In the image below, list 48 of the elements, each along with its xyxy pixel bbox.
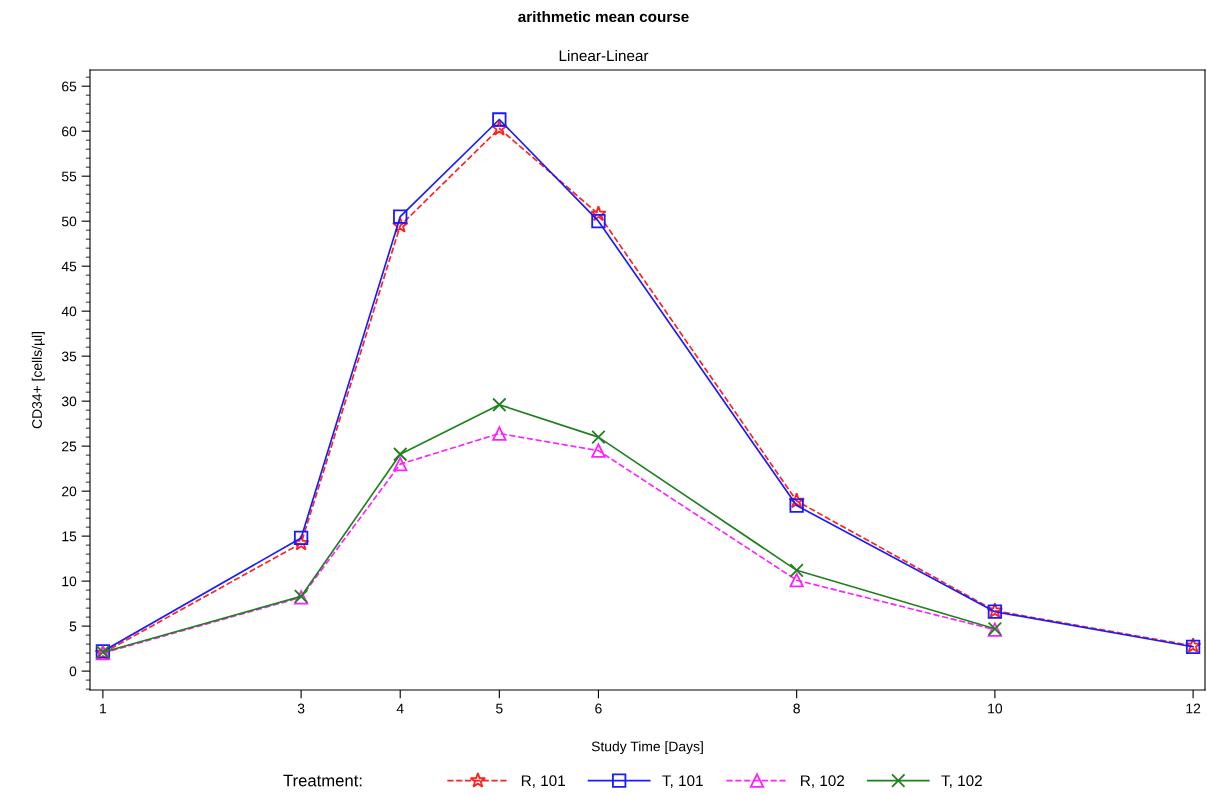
x-tick-label: 4 [396, 703, 404, 714]
point [789, 563, 804, 578]
x-tick-label: 12 [1186, 703, 1201, 714]
x-tick-label: 10 [988, 703, 1003, 714]
legend-label: R, 102 [801, 775, 845, 788]
point [492, 112, 507, 127]
y-tick-label: 35 [61, 351, 77, 362]
point [492, 397, 507, 412]
y-tick-label: 50 [61, 216, 77, 227]
point [492, 426, 507, 441]
x-tick-label: 3 [297, 703, 305, 714]
y-tick-label: 45 [61, 261, 77, 272]
y-tick-label: 65 [62, 81, 77, 92]
y-tick-label: 0 [69, 666, 77, 677]
y-tick-label: 25 [62, 441, 77, 452]
y-tick-label: 15 [62, 531, 77, 542]
point [788, 492, 805, 509]
x-tick-label: 1 [100, 703, 107, 714]
y-tick-label: 55 [61, 171, 77, 182]
point [591, 443, 606, 458]
chart-subtitle: Linear-Linear [559, 49, 649, 62]
point [293, 530, 309, 546]
x-tick-label: 5 [496, 703, 503, 714]
y-tick-label: 20 [62, 486, 77, 497]
x-axis-title: Study Time [Days] [591, 741, 703, 755]
point [591, 214, 606, 229]
point [393, 209, 408, 224]
point [491, 119, 508, 136]
y-tick-label: 10 [62, 576, 77, 587]
point [392, 217, 409, 233]
point [789, 573, 804, 588]
legend-label: R, 101 [521, 775, 565, 788]
x-tick-label: 8 [793, 703, 800, 714]
point [591, 429, 606, 445]
x-tick-label: 6 [595, 703, 602, 714]
point [393, 456, 408, 472]
y-tick-label: 5 [69, 621, 77, 632]
point [393, 447, 408, 462]
legend-label: T, 102 [941, 775, 982, 788]
point [590, 205, 607, 222]
y-tick-label: 30 [61, 396, 77, 407]
y-axis-title: CD34+ [cells/µl] [31, 332, 45, 429]
legend-title: Treatment: [283, 774, 362, 787]
chart-title: arithmetic mean course [518, 10, 689, 23]
y-tick-label: 60 [62, 126, 77, 137]
legend-label: T, 101 [662, 775, 703, 788]
y-tick-label: 40 [61, 306, 77, 317]
point [789, 498, 804, 513]
